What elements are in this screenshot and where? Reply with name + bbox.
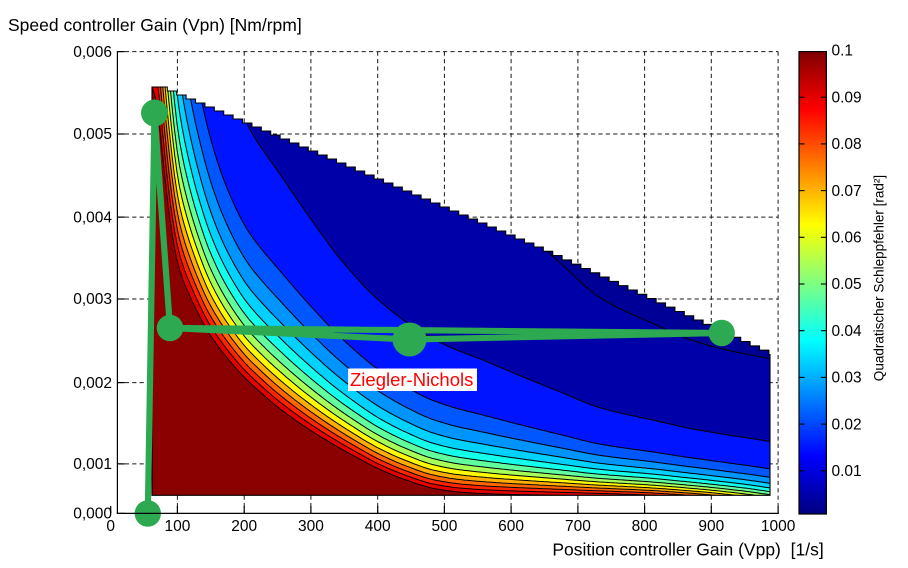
- svg-text:0.03: 0.03: [832, 370, 862, 387]
- svg-text:0.09: 0.09: [832, 89, 862, 106]
- svg-text:Ziegler-Nichols: Ziegler-Nichols: [350, 369, 473, 390]
- svg-text:Speed controller Gain (Vpn) [N: Speed controller Gain (Vpn) [Nm/rpm]: [8, 15, 302, 35]
- svg-text:0.02: 0.02: [832, 416, 862, 433]
- svg-text:900: 900: [698, 518, 724, 535]
- svg-text:100: 100: [164, 518, 190, 535]
- svg-text:0,002: 0,002: [73, 375, 112, 392]
- svg-text:0,005: 0,005: [73, 126, 112, 143]
- svg-text:1000: 1000: [761, 518, 796, 535]
- svg-text:400: 400: [365, 518, 391, 535]
- svg-text:0.06: 0.06: [832, 230, 862, 247]
- svg-text:0,001: 0,001: [73, 456, 112, 473]
- svg-text:0.05: 0.05: [832, 276, 862, 293]
- svg-text:0.04: 0.04: [832, 323, 863, 340]
- svg-text:Position controller Gain (Vpp): Position controller Gain (Vpp) [1/s]: [552, 540, 823, 560]
- svg-text:800: 800: [632, 518, 658, 535]
- svg-text:700: 700: [565, 518, 591, 535]
- svg-text:0.08: 0.08: [832, 136, 862, 153]
- svg-text:0,004: 0,004: [73, 209, 112, 226]
- svg-text:0,000: 0,000: [73, 506, 112, 523]
- svg-text:600: 600: [498, 518, 524, 535]
- svg-text:0: 0: [106, 518, 115, 535]
- svg-text:0,006: 0,006: [73, 44, 112, 61]
- svg-text:500: 500: [431, 518, 457, 535]
- svg-text:Quadratischer Schleppfehler [r: Quadratischer Schleppfehler [rad²]: [872, 175, 887, 381]
- svg-text:0,003: 0,003: [73, 291, 112, 308]
- svg-text:0.1: 0.1: [832, 43, 854, 60]
- svg-text:200: 200: [231, 518, 257, 535]
- svg-text:300: 300: [298, 518, 324, 535]
- svg-text:0.01: 0.01: [832, 463, 862, 480]
- svg-text:0.07: 0.07: [832, 183, 862, 200]
